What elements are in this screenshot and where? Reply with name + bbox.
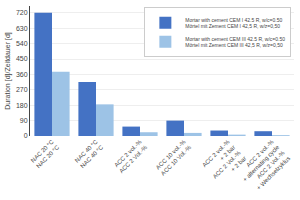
svg-text:180: 180 xyxy=(16,102,28,109)
svg-text:90: 90 xyxy=(20,117,28,124)
svg-text:NAC 40 °CNAC 40 °C: NAC 40 °CNAC 40 °C xyxy=(74,138,105,169)
svg-text:360: 360 xyxy=(16,71,28,78)
svg-text:ACC 2 vol.-%ACC 2 Vol.-%: ACC 2 vol.-%ACC 2 Vol.-% xyxy=(113,138,149,174)
svg-text:NAC 20 °CNAC 20 °C: NAC 20 °CNAC 20 °C xyxy=(30,138,61,169)
svg-text:450: 450 xyxy=(16,55,28,62)
svg-text:ACC 10 vol.-%ACC 10 Vol.-%: ACC 10 vol.-%ACC 10 Vol.-% xyxy=(154,138,193,177)
svg-text:540: 540 xyxy=(16,40,28,47)
svg-text:ACC 2 vol.-%+ alternating cycl: ACC 2 vol.-%+ alternating cycleACC 2 Vol… xyxy=(236,138,292,194)
svg-text:270: 270 xyxy=(16,86,28,93)
svg-text:ACC 2 vol.-%+ 2 barACC 2 Vol.-: ACC 2 vol.-%+ 2 barACC 2 Vol.-%+ 2 bar xyxy=(201,138,248,185)
svg-text:Mortar with cement CEM III 42.: Mortar with cement CEM III 42.5 R, w/c=0… xyxy=(185,36,285,49)
svg-text:Mortar with cement CEM I 42.5: Mortar with cement CEM I 42.5 R, w/c=0.5… xyxy=(185,17,282,30)
svg-text:630: 630 xyxy=(16,25,28,32)
svg-text:Duration [d]/Zeitdauer [d]: Duration [d]/Zeitdauer [d] xyxy=(4,32,12,109)
svg-text:720: 720 xyxy=(16,9,28,16)
svg-text:0: 0 xyxy=(24,132,28,139)
